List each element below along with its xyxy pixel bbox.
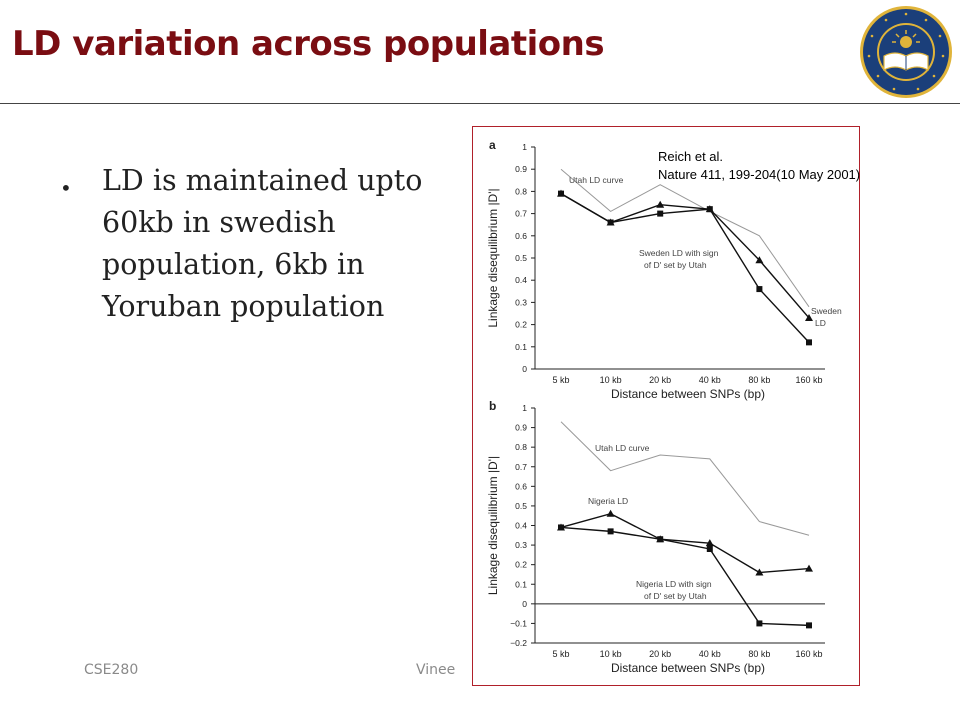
panel-a-square-marker [806,339,812,346]
panel-a-x-tick-label: 160 kb [795,375,822,385]
panel-a-x-tick-label: 80 kb [748,375,770,385]
panel-b-x-tick-label: 80 kb [748,649,770,659]
panel-a-y-tick-label: 1 [522,142,527,152]
panel-a-series-utah-ld-curve-line [560,168,810,308]
panel-a-y-tick-label: 0.9 [515,164,527,174]
panel-b-y-tick-label: 0.3 [515,540,527,550]
panel-a-y-tick-label: 0.1 [515,342,527,352]
panel-b-triangle-marker [805,564,813,572]
bullet-text: LD is maintained upto 60kb in swedish po… [102,164,423,323]
panel-b-y-tick-label: 0.9 [515,423,527,433]
figure-frame: a 0 0.1 0.2 0.3 0.4 0.5 0.6 0.7 0.8 0.9 1 5 kb 10 kb 2… [472,126,860,686]
panel-b-y-tick-label: 0.2 [515,560,527,570]
panel-b-y-tick-label: 0.1 [515,579,527,589]
uc-san-diego-seal-logo [860,6,952,98]
panel-b-triangle-marker [705,539,714,547]
panel-a-x-axis-title: Distance between SNPs (bp) [611,387,765,401]
panel-b-annotation-nigeria-ld: Nigeria LD [588,496,628,506]
panel-a-x-tick-label: 5 kb [552,375,569,385]
bullet-marker-icon: • [60,176,72,200]
panel-a-y-axis-title: Linkage disequilibrium |D'| [486,188,500,327]
panel-a-y-tick-label: 0.7 [515,209,527,219]
panel-b-triangle-marker [606,509,615,517]
panel-b-label: b [489,399,496,413]
panel-b-series-utah-ld-curve-line [560,421,810,536]
panel-b-y-tick-label: 0.6 [515,481,527,491]
panel-a-series-sweden-ld-with-sign-of-d-set-by-utah-line [560,193,810,343]
panel-a-annotation-sweden: Sweden [811,306,842,316]
panel-a-square-marker [706,206,713,213]
panel-b-y-tick-label: −0.2 [510,638,527,648]
panel-b-annotation-of-d-set-by-utah: of D' set by Utah [644,591,707,601]
panel-b-y-tick-label: 0.8 [515,442,527,452]
panel-b-x-tick-label: 5 kb [552,649,569,659]
panel-b-annotation-utah-ld-curve: Utah LD curve [595,443,650,453]
panel-b-x-tick-label: 40 kb [699,649,721,659]
panel-a-triangle-marker [805,313,813,321]
panel-a-y-tick-label: 0.4 [515,275,527,285]
panel-a-square-marker [657,210,664,217]
panel-b-y-tick-label: −0.1 [510,618,527,628]
panel-b-annotation-nigeria-ld-with-sign: Nigeria LD with sign [636,579,712,589]
panel-b-square-marker [657,536,664,543]
panel-a-annotation-utah-ld-curve: Utah LD curve [569,175,624,185]
panel-b-y-tick-label: 0 [522,599,527,609]
panel-b-y-tick-label: 1 [522,403,527,413]
citation-journal: Nature 411, 199-204(10 May 2001) [658,167,861,182]
panel-a-triangle-marker [656,200,665,208]
panel-a-annotation-sweden-ld-with-sign: Sweden LD with sign [639,248,719,258]
panel-b-square-marker [558,524,564,531]
panel-b-square-marker [806,622,812,629]
panel-b-y-tick-label: 0.5 [515,501,527,511]
panel-b-square-marker [706,546,713,552]
panel-b-x-axis-title: Distance between SNPs (bp) [611,661,765,675]
panel-a-y-tick-label: 0.5 [515,253,527,263]
panel-b-y-tick-label: 0.7 [515,462,527,472]
panel-b-y-tick-label: 0.4 [515,521,527,531]
panel-a-y-tick-label: 0.2 [515,320,527,330]
panel-a-triangle-marker [755,256,764,264]
slide-title: LD variation across populations [12,24,605,64]
panel-b-series-nigeria-ld-with-sign-of-d-set-by-utah-line [560,526,810,627]
panel-b-series-nigeria-ld-line [560,513,810,574]
panel-b-triangle-marker [755,568,764,576]
panel-a-x-tick-label: 40 kb [699,375,721,385]
panel-a-y-tick-label: 0.6 [515,231,527,241]
footer-course-label: CSE280 [84,662,139,678]
panel-a-annotation-ld: LD [815,318,826,328]
panel-a-square-marker [756,286,763,293]
bullet-list: • LD is maintained upto 60kb in swedish … [60,160,450,328]
panel-b-x-tick-label: 20 kb [649,649,671,659]
panel-a-x-tick-label: 20 kb [649,375,671,385]
panel-a-y-tick-label: 0 [522,364,527,374]
panel-a-square-marker [607,219,614,226]
citation-authors: Reich et al. [658,149,724,164]
panel-a-square-marker [558,190,564,197]
title-divider [0,103,960,104]
ld-figure: a 0 0.1 0.2 0.3 0.4 0.5 0.6 0.7 0.8 0.9 1 5 kb 10 kb 2… [486,138,842,675]
panel-b-square-marker [607,528,614,535]
panel-a-annotation-of-d-set-by-utah: of D' set by Utah [644,260,707,270]
footer-author-label: Vinee [416,662,456,678]
citation: Reich et al. Nature 411, 199-204(10 May … [658,148,860,184]
panel-b-square-marker [756,620,763,627]
panel-a-label: a [489,138,496,152]
panel-b-y-axis-title: Linkage disequilibrium |D'| [486,456,500,595]
panel-a-x-tick-label: 10 kb [600,375,622,385]
panel-b-x-tick-label: 10 kb [600,649,622,659]
panel-a-y-tick-label: 0.8 [515,186,527,196]
panel-a-y-tick-label: 0.3 [515,297,527,307]
panel-b-x-tick-label: 160 kb [795,649,822,659]
